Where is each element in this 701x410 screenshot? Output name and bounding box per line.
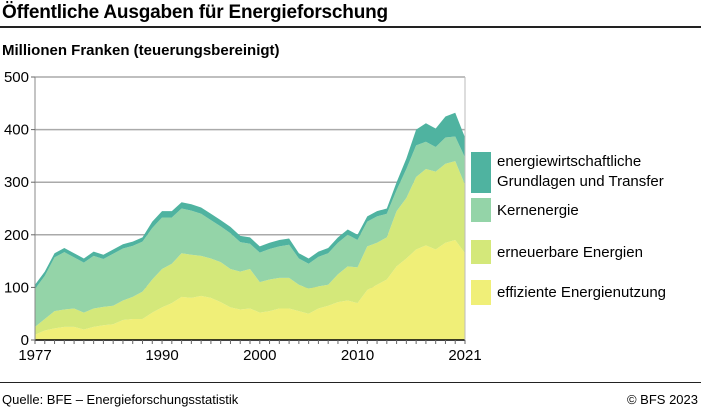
y-tick-label: 200 [4, 227, 29, 244]
area-kernenergie [35, 136, 465, 327]
x-tick-label: 1977 [18, 347, 51, 364]
y-tick-label: 400 [4, 122, 29, 139]
x-tick-label: 2000 [243, 347, 276, 364]
y-tick-label: 300 [4, 174, 29, 191]
legend-swatch [471, 240, 491, 264]
legend-label: energiewirtschaftliche [497, 153, 641, 170]
x-tick-label: 2010 [341, 347, 374, 364]
legend-swatch [471, 280, 491, 305]
x-tick-label: 2021 [448, 347, 481, 364]
legend-label: Kernenergie [497, 202, 579, 219]
area-effiziente-energienutzung [35, 240, 465, 340]
y-tick-label: 500 [4, 69, 29, 86]
y-tick-label: 0 [21, 332, 29, 349]
area-energiewirtschaftliche-grundlagen-und-transfer [35, 112, 465, 289]
title-divider [0, 26, 701, 28]
legend-swatch [471, 198, 491, 222]
x-tick-label: 1990 [145, 347, 178, 364]
y-tick-label: 100 [4, 279, 29, 296]
legend-label: Grundlagen und Transfer [497, 173, 664, 190]
y-axis-label: Millionen Franken (teuerungsbereinigt) [2, 42, 280, 59]
legend-label: erneuerbare Energien [497, 244, 643, 261]
source-note: Quelle: BFE – Energieforschungsstatistik [2, 392, 239, 407]
legend-label: effiziente Energienutzung [497, 284, 666, 301]
chart-title: Öffentliche Ausgaben für Energieforschun… [2, 2, 388, 23]
area-erneuerbare-energien [35, 161, 465, 335]
legend-swatch [471, 152, 491, 193]
footer-divider [0, 382, 701, 383]
copyright-note: © BFS 2023 [626, 392, 698, 407]
